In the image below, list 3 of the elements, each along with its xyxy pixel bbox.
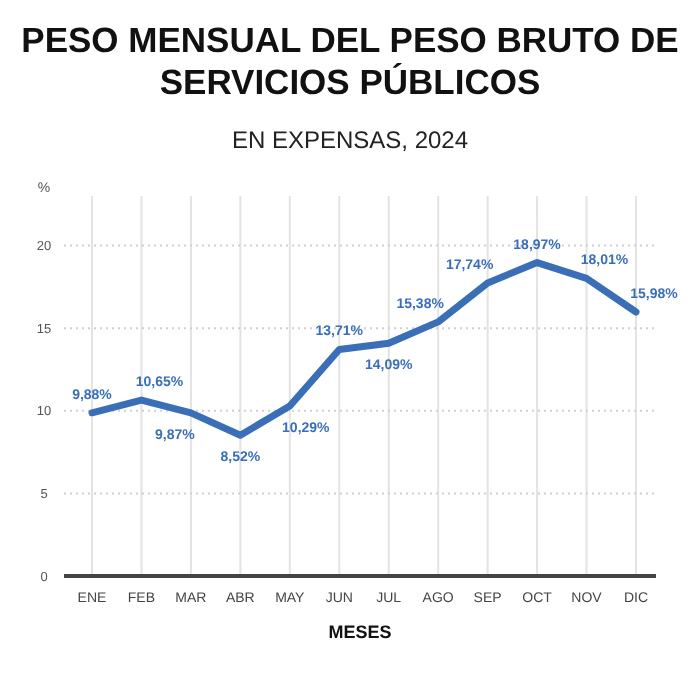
x-axis-title: MESES <box>328 622 392 642</box>
chart-subtitle: EN EXPENSAS, 2024 <box>231 126 469 154</box>
chart-title: PESO MENSUAL DEL PESO BRUTO DE SERVICIOS PÚBLICOS <box>21 20 679 102</box>
